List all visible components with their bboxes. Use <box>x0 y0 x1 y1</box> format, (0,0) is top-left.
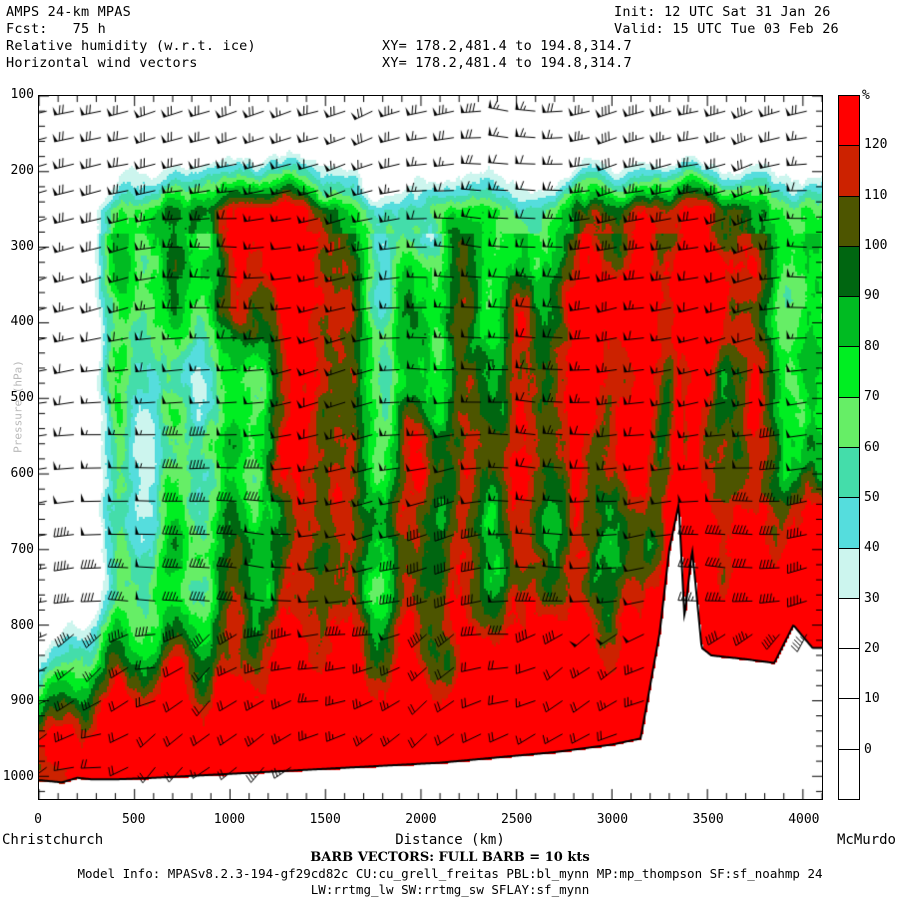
colorbar-swatch <box>839 146 859 197</box>
header-left-block: AMPS 24-km MPAS Fcst: 75 h Relative humi… <box>6 4 256 72</box>
colorbar-tick-label: 0 <box>864 741 872 757</box>
colorbar-tick-label: 60 <box>864 439 880 455</box>
colorbar-swatch <box>839 397 859 448</box>
colorbar-tick-label: 120 <box>864 137 888 153</box>
y-tick-label: 200 <box>10 162 34 178</box>
colorbar-swatch <box>839 447 859 499</box>
model-title: AMPS 24-km MPAS <box>6 4 131 20</box>
y-tick-label: 400 <box>10 314 34 330</box>
valid-time: Valid: 15 UTC Tue 03 Feb 26 <box>614 21 839 37</box>
colorbar-swatch <box>839 196 859 247</box>
init-time: Init: 12 UTC Sat 31 Jan 26 <box>614 4 831 20</box>
colorbar-swatch <box>839 699 859 750</box>
y-tick-label: 100 <box>10 87 34 102</box>
field-wind-vectors: Horizontal wind vectors <box>6 55 198 71</box>
colorbar-swatch <box>839 498 859 549</box>
colorbar-tick-label: 50 <box>864 489 880 505</box>
y-tick-label: 700 <box>10 541 34 557</box>
model-info-line-1: Model Info: MPASv8.2.3-194-gf29cd82c CU:… <box>77 866 823 881</box>
model-info-line-2: LW:rrtmg_lw SW:rrtmg_sw SFLAY:sf_mynn <box>310 882 590 897</box>
x-tick-label: 0 <box>34 812 42 827</box>
colorbar-swatch <box>839 749 859 799</box>
y-tick-label: 1000 <box>2 769 34 785</box>
colorbar-swatch <box>839 649 859 700</box>
colorbar-tick-label: 110 <box>864 187 888 203</box>
x-tick-label: 3000 <box>596 812 629 827</box>
x-tick-label: 4000 <box>788 812 820 827</box>
x-tick-label: 1500 <box>309 812 341 827</box>
colorbar-swatch <box>839 96 859 147</box>
colorbar-tick-label: 90 <box>864 288 880 304</box>
xy-range-humidity: XY= 178.2,481.4 to 194.8,314.7 <box>382 38 632 54</box>
x-axis-title: Distance (km) <box>395 832 505 848</box>
colorbar-swatch <box>839 548 859 599</box>
colorbar-tick-label: 10 <box>864 691 880 707</box>
colorbar-swatch <box>839 246 859 298</box>
endpoint-label-start: Christchurch <box>2 832 104 848</box>
y-tick-label: 900 <box>10 693 34 709</box>
colorbar-swatch <box>839 598 859 650</box>
x-tick-label: 3500 <box>692 812 724 827</box>
barb-vector-note: BARB VECTORS: FULL BARB = 10 kts <box>310 850 590 865</box>
y-tick-label: 300 <box>10 238 34 254</box>
y-axis-title: Pressure (hPa) <box>11 360 25 453</box>
plot-canvas <box>39 96 822 799</box>
x-tick-label: 2000 <box>405 812 437 827</box>
endpoint-label-end: McMurdo <box>836 832 896 848</box>
field-relative-humidity: Relative humidity (w.r.t. ice) <box>6 38 256 54</box>
x-tick-label: 2500 <box>501 812 533 827</box>
colorbar <box>838 95 860 800</box>
colorbar-tick-label: 30 <box>864 590 880 606</box>
header-xy-block: XY= 178.2,481.4 to 194.8,314.7 XY= 178.2… <box>382 38 632 72</box>
y-tick-label: 800 <box>10 617 34 633</box>
colorbar-swatch <box>839 297 859 348</box>
colorbar-swatch <box>839 347 859 398</box>
colorbar-tick-label: 20 <box>864 640 880 656</box>
colorbar-tick-label: 80 <box>864 338 880 354</box>
x-tick-label: 500 <box>121 812 146 827</box>
forecast-hour: Fcst: 75 h <box>6 21 106 37</box>
colorbar-unit-label: % <box>862 88 870 103</box>
colorbar-tick-label: 70 <box>864 389 880 405</box>
colorbar-tick-label: 100 <box>864 238 888 254</box>
y-tick-label: 600 <box>10 466 34 482</box>
cross-section-plot <box>38 95 823 800</box>
colorbar-tick-label: 40 <box>864 540 880 556</box>
header-time-block: Init: 12 UTC Sat 31 Jan 26 Valid: 15 UTC… <box>614 4 839 38</box>
y-tick-label: 500 <box>10 390 34 406</box>
x-tick-label: 1000 <box>213 812 246 827</box>
xy-range-wind: XY= 178.2,481.4 to 194.8,314.7 <box>382 55 632 71</box>
